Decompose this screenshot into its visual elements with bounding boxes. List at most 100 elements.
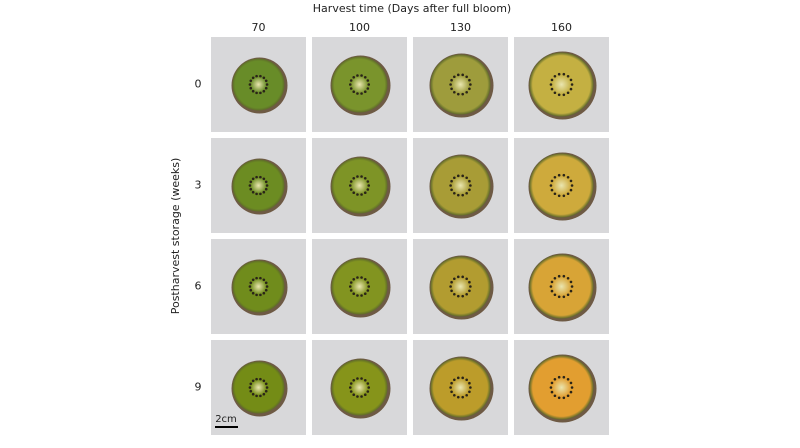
kiwi-seed bbox=[264, 86, 268, 90]
photo-cell bbox=[211, 239, 306, 334]
kiwi-seed bbox=[363, 393, 367, 397]
kiwi-seed bbox=[259, 293, 262, 297]
kiwi-seed bbox=[468, 289, 471, 293]
kiwi-seed bbox=[255, 175, 258, 179]
kiwi-seed bbox=[461, 376, 465, 380]
kiwi-seed bbox=[453, 378, 456, 382]
kiwi-seed bbox=[360, 92, 363, 95]
kiwi-seed bbox=[468, 179, 471, 183]
kiwi-seed bbox=[360, 276, 363, 279]
photo-cell bbox=[413, 340, 508, 435]
kiwi-flesh bbox=[331, 359, 388, 416]
kiwi-seed bbox=[348, 184, 352, 187]
kiwi-flesh bbox=[232, 361, 285, 414]
kiwi-seed bbox=[262, 177, 266, 181]
kiwi-seed bbox=[259, 74, 262, 78]
kiwi-seed bbox=[366, 281, 370, 284]
kiwi-seed bbox=[450, 289, 453, 293]
kiwi-seed bbox=[468, 188, 471, 192]
kiwi-seed bbox=[570, 285, 574, 288]
photo-cell bbox=[514, 239, 609, 334]
kiwi-seed bbox=[569, 381, 573, 385]
kiwi-seed bbox=[348, 285, 352, 288]
kiwi-seed bbox=[356, 294, 359, 297]
kiwi-seed bbox=[468, 87, 471, 91]
kiwi-seed bbox=[255, 293, 258, 297]
kiwi-seed bbox=[349, 281, 353, 284]
kiwi-seed bbox=[566, 91, 570, 95]
kiwi-seed bbox=[562, 295, 566, 299]
kiwi-seed bbox=[251, 76, 255, 80]
kiwi-seed bbox=[549, 386, 553, 389]
kiwi-seed bbox=[453, 75, 456, 79]
kiwi-seed bbox=[449, 285, 452, 288]
column-axis-title: Harvest time (Days after full bloom) bbox=[313, 2, 511, 15]
kiwi-seed bbox=[248, 386, 252, 389]
kiwi-seed bbox=[570, 184, 574, 187]
kiwi-seed bbox=[553, 293, 557, 297]
kiwi-seed bbox=[469, 83, 472, 86]
kiwi-seed bbox=[255, 91, 258, 95]
kiwi-seed bbox=[249, 382, 253, 386]
kiwi-seed bbox=[569, 289, 573, 293]
kiwi-seed bbox=[356, 276, 359, 279]
kiwi-seed bbox=[549, 184, 553, 187]
kiwi-seed bbox=[360, 294, 363, 297]
kiwi-seed bbox=[465, 90, 468, 94]
kiwi-seed bbox=[349, 382, 353, 385]
column-label: 160 bbox=[551, 21, 572, 34]
kiwi-seed bbox=[557, 396, 561, 400]
photo-cell bbox=[413, 138, 508, 233]
photo-cell bbox=[312, 239, 407, 334]
kiwi-seed bbox=[363, 277, 367, 281]
kiwi-seed bbox=[366, 188, 370, 191]
kiwi-seed bbox=[562, 396, 566, 400]
kiwi-seed bbox=[569, 87, 573, 91]
kiwi-seed bbox=[461, 294, 465, 298]
kiwi-seed bbox=[259, 377, 262, 381]
kiwi-seed bbox=[366, 79, 370, 82]
kiwi-seed bbox=[570, 83, 574, 86]
kiwi-seed bbox=[356, 74, 359, 77]
kiwi-seed bbox=[450, 188, 453, 192]
kiwi-seed bbox=[264, 288, 268, 292]
kiwi-flesh bbox=[529, 52, 594, 117]
kiwi-seed bbox=[262, 392, 266, 396]
kiwi-seed bbox=[349, 180, 353, 183]
kiwi-seed bbox=[456, 376, 460, 380]
kiwi-seed bbox=[569, 390, 573, 394]
kiwi-flesh bbox=[430, 155, 491, 216]
kiwi-seed bbox=[255, 192, 258, 196]
kiwi-seed bbox=[449, 83, 452, 86]
row-label: 0 bbox=[195, 78, 202, 91]
kiwi-seed bbox=[262, 278, 266, 282]
kiwi-seed bbox=[456, 275, 460, 279]
scale-bar-label: 2cm bbox=[215, 414, 237, 425]
kiwi-seed bbox=[249, 389, 253, 393]
kiwi-seed bbox=[366, 382, 370, 385]
kiwi-seed bbox=[456, 92, 460, 96]
kiwi-seed bbox=[264, 187, 268, 191]
kiwi-seed bbox=[363, 75, 367, 79]
kiwi-seed bbox=[557, 194, 561, 198]
kiwi-seed bbox=[352, 393, 356, 397]
kiwi-seed bbox=[562, 274, 566, 278]
photo-cell bbox=[211, 138, 306, 233]
kiwi-seed bbox=[566, 394, 570, 398]
kiwi-seed bbox=[570, 386, 574, 389]
kiwi-seed bbox=[249, 79, 253, 83]
kiwi-seed bbox=[349, 188, 353, 191]
kiwi-flesh bbox=[529, 254, 594, 319]
kiwi-seed bbox=[248, 285, 252, 288]
kiwi-seed bbox=[249, 281, 253, 285]
kiwi-seed bbox=[352, 378, 356, 382]
kiwi-seed bbox=[356, 395, 359, 398]
kiwi-seed bbox=[453, 393, 456, 397]
kiwi-seed bbox=[367, 285, 371, 288]
kiwi-seed bbox=[264, 79, 268, 83]
kiwi-seed bbox=[553, 394, 557, 398]
kiwi-seed bbox=[469, 285, 472, 288]
kiwi-seed bbox=[453, 277, 456, 281]
kiwi-seed bbox=[367, 386, 371, 389]
kiwi-seed bbox=[468, 280, 471, 284]
